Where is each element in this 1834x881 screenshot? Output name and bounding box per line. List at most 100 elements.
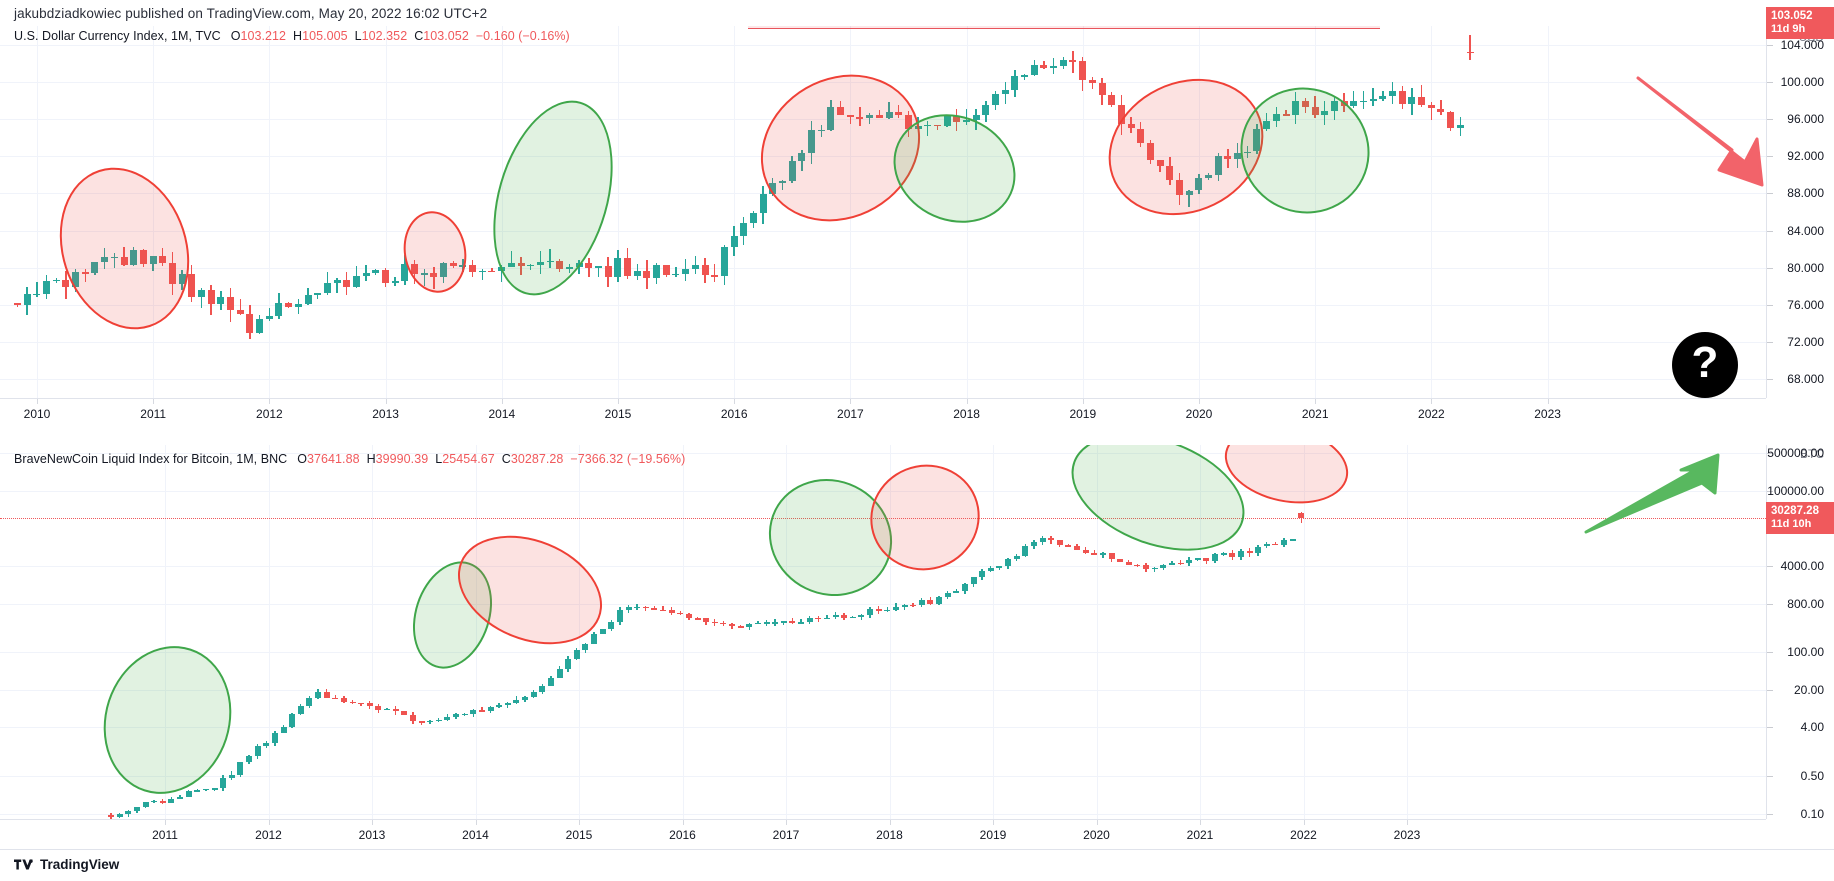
candle-body	[527, 264, 535, 267]
question-mark-icon[interactable]: ?	[1672, 332, 1738, 398]
legend-dxy[interactable]: U.S. Dollar Currency Index, 1M, TVC O103.…	[14, 29, 570, 43]
candle-body	[1021, 75, 1029, 77]
candle-body	[1127, 124, 1135, 129]
candle-body	[513, 699, 520, 703]
time-axis-tickmark	[889, 820, 891, 825]
candle-wick	[1052, 57, 1055, 74]
chart-pane-dxy[interactable]: USD 104.000100.00096.00092.00088.00084.0…	[0, 26, 1834, 426]
candle-body	[1311, 106, 1319, 115]
candle-wick	[481, 269, 483, 281]
axis-tickmark	[1767, 490, 1773, 492]
price-axis-label: 84.000	[1787, 223, 1824, 238]
legend-close-btc: 30287.28	[510, 452, 564, 466]
candle-body	[806, 617, 813, 623]
legend-interval-dxy[interactable]: 1M	[171, 29, 189, 43]
legend-symbol-dxy[interactable]: U.S. Dollar Currency Index	[14, 29, 164, 43]
time-axis-tickmark	[269, 399, 271, 404]
candle-body	[536, 262, 544, 265]
legend-o-label-dxy: O	[230, 29, 241, 43]
legend-btc[interactable]: BraveNewCoin Liquid Index for Bitcoin, 1…	[14, 452, 686, 466]
time-axis-label: 2020	[1083, 828, 1110, 842]
axis-tickmark	[1767, 267, 1773, 269]
candle-body	[895, 111, 903, 115]
candle-body	[1398, 91, 1406, 104]
price-axis-label: 96.000	[1787, 112, 1824, 126]
candle-body	[440, 263, 448, 278]
price-axis-btc[interactable]: BTC 500000.00 100000.00 4000.00 800.00 100.0…	[1766, 445, 1834, 821]
price-axis-label: 4.00	[1800, 720, 1824, 735]
candle-wick	[316, 292, 319, 299]
candle-body	[643, 271, 651, 279]
price-axis-dxy[interactable]: USD 104.000100.00096.00092.00088.00084.0…	[1766, 26, 1834, 398]
price-tag-dxy[interactable]: 103.052 11d 9h	[1766, 7, 1834, 40]
candle-body	[556, 260, 564, 269]
candle-body	[987, 567, 994, 572]
price-axis-label: 68.000	[1787, 372, 1824, 387]
candle-body	[228, 774, 235, 778]
candle-body	[1220, 553, 1227, 555]
tradingview-brand[interactable]: TradingView	[14, 857, 119, 872]
candle-body	[1125, 561, 1132, 565]
candle-body	[1146, 143, 1154, 160]
candle-wick	[781, 179, 784, 190]
candle-body	[547, 677, 554, 687]
candle-body	[411, 264, 419, 275]
candle-body	[701, 264, 709, 276]
candle-wick	[268, 307, 270, 321]
time-axis-btc[interactable]: 2011 2012 2013 2014 2015 2016 2017 2018 2019 2020…	[0, 819, 1766, 847]
candle-body	[1151, 567, 1158, 570]
candle-body	[694, 618, 701, 620]
candle-body	[1185, 190, 1193, 196]
candle-body	[668, 610, 675, 613]
time-axis-label: 2021	[1186, 828, 1214, 842]
time-axis-tickmark	[501, 399, 503, 404]
candle-body	[435, 719, 442, 722]
candle-body	[685, 613, 692, 619]
axis-tickmark	[1767, 193, 1773, 195]
gridline-vertical	[37, 26, 38, 398]
downtrend-ellipse-annotation	[734, 46, 947, 250]
gridline-horizontal	[0, 603, 1766, 605]
gridline-horizontal	[0, 490, 1766, 492]
time-axis-tickmark	[153, 399, 155, 404]
time-axis-dxy[interactable]: 2010 2011 2012 2013 2014 2015 2016 2017 2018 2019…	[0, 398, 1766, 426]
candle-body	[43, 280, 51, 294]
time-axis-label: 2016	[669, 828, 696, 842]
time-axis-label: 2016	[720, 407, 748, 421]
gridline-vertical	[966, 26, 968, 398]
candle-body	[340, 697, 347, 702]
axis-tickmark	[1767, 452, 1773, 454]
candle-body	[1255, 546, 1262, 554]
candle-body	[246, 756, 252, 763]
time-axis-label: 2012	[255, 828, 282, 842]
gridline-vertical	[475, 445, 477, 819]
legend-c-label-dxy: C	[414, 29, 424, 43]
candle-body	[780, 621, 787, 623]
legend-symbol-btc[interactable]: BraveNewCoin Liquid Index for Bitcoin	[14, 452, 230, 466]
candle-body	[349, 701, 356, 704]
candle-body	[1229, 553, 1236, 558]
chart-pane-btc[interactable]: BTC 500000.00 100000.00 4000.00 800.00 100.0…	[0, 445, 1834, 849]
candle-body	[1272, 543, 1279, 546]
candle-body	[197, 290, 205, 297]
plot-area-btc[interactable]	[0, 445, 1766, 819]
candle-body	[1156, 159, 1164, 167]
time-axis-tickmark	[165, 820, 166, 825]
candle-wick	[731, 623, 733, 630]
price-tag-btc[interactable]: 30287.28 11d 10h	[1766, 502, 1834, 535]
plot-area-dxy[interactable]	[0, 26, 1766, 398]
candle-wick	[351, 700, 354, 704]
candle-body	[1194, 558, 1201, 560]
candle-body	[979, 571, 986, 578]
candle-wick	[1072, 51, 1074, 73]
price-axis-label: 800.00	[1787, 596, 1824, 611]
candle-wick	[800, 619, 802, 625]
time-axis-label: 2013	[358, 828, 386, 842]
candle-body	[1237, 550, 1244, 558]
candle-body	[677, 612, 684, 615]
candle-wick	[433, 266, 435, 289]
candle-wick	[597, 265, 600, 277]
candle-body	[1088, 80, 1096, 84]
candle-body	[827, 106, 835, 130]
legend-interval-btc[interactable]: 1M	[236, 452, 254, 466]
